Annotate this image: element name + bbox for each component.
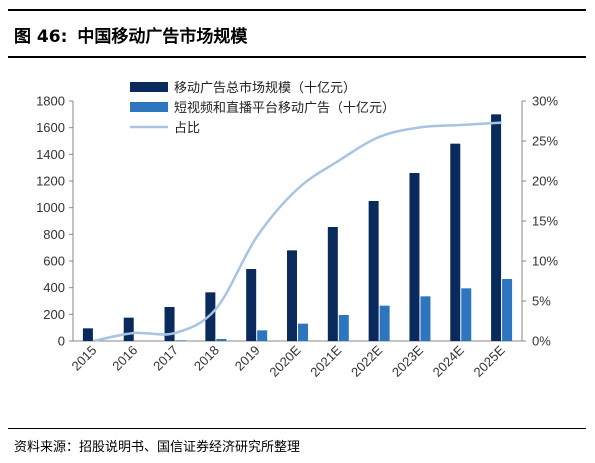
bar-total-market bbox=[246, 269, 257, 341]
left-tick-label: 800 bbox=[43, 227, 65, 242]
bar-total-market bbox=[287, 250, 297, 341]
bar-total-market bbox=[82, 328, 93, 341]
right-tick-label: 5% bbox=[532, 294, 551, 309]
bar-short-video-live bbox=[175, 340, 186, 341]
legend-label: 占比 bbox=[174, 121, 200, 136]
left-tick-label: 1600 bbox=[36, 120, 65, 135]
title-rule bbox=[8, 56, 586, 58]
figure-title: 图 46: 中国移动广告市场规模 bbox=[14, 22, 247, 47]
bar-total-market bbox=[123, 317, 134, 341]
bar-short-video-live bbox=[420, 296, 431, 341]
x-tick-label: 2019 bbox=[232, 343, 263, 374]
x-tick-label: 2015 bbox=[68, 343, 99, 374]
right-tick-label: 0% bbox=[532, 334, 551, 349]
top-rule bbox=[8, 9, 586, 11]
chart-legend: 移动广告总市场规模（十亿元） 短视频和直播平台移动广告（十亿元） 占比 bbox=[130, 80, 395, 136]
bar-short-video-live bbox=[502, 279, 513, 341]
bar-total-market bbox=[409, 173, 420, 341]
chart-axes bbox=[69, 100, 526, 342]
ratio-line bbox=[93, 121, 502, 343]
right-tick-label: 20% bbox=[532, 174, 558, 189]
left-tick-label: 400 bbox=[43, 280, 65, 295]
bar-total-market bbox=[164, 307, 175, 341]
x-tick-label: 2024E bbox=[430, 342, 467, 379]
left-tick-label: 200 bbox=[43, 307, 65, 322]
x-tick-label: 2016 bbox=[109, 343, 140, 374]
left-tick-label: 1000 bbox=[36, 200, 65, 215]
x-tick-label: 2020E bbox=[266, 342, 303, 379]
bar-short-video-live bbox=[379, 305, 390, 341]
left-tick-label: 600 bbox=[43, 254, 65, 269]
left-tick-label: 1800 bbox=[36, 94, 65, 109]
bar-short-video-live bbox=[298, 323, 308, 341]
bar-total-market bbox=[327, 227, 338, 341]
bar-short-video-live bbox=[461, 288, 472, 341]
x-tick-label: 2023E bbox=[389, 342, 426, 379]
chart-line bbox=[93, 121, 502, 343]
legend-swatch bbox=[130, 102, 168, 112]
chart-bars bbox=[82, 114, 513, 341]
x-tick-label: 2025E bbox=[471, 342, 508, 379]
bar-short-video-live bbox=[338, 315, 349, 341]
x-tick-label: 2018 bbox=[191, 343, 222, 374]
figure-number: 图 46: bbox=[14, 27, 68, 47]
bar-total-market bbox=[368, 201, 379, 341]
right-tick-label: 15% bbox=[532, 214, 558, 229]
bar-short-video-live bbox=[257, 330, 268, 341]
legend-label: 移动广告总市场规模（十亿元） bbox=[174, 80, 356, 96]
right-tick-label: 10% bbox=[532, 254, 558, 269]
legend-label: 短视频和直播平台移动广告（十亿元） bbox=[174, 101, 395, 116]
right-tick-label: 30% bbox=[532, 94, 558, 109]
left-tick-label: 1200 bbox=[36, 174, 65, 189]
right-tick-label: 25% bbox=[532, 134, 558, 149]
x-tick-label: 2022E bbox=[348, 342, 385, 379]
bar-total-market bbox=[491, 114, 502, 341]
left-tick-label: 1400 bbox=[36, 147, 65, 162]
bottom-rule bbox=[8, 428, 586, 429]
bar-total-market bbox=[205, 292, 216, 341]
bar-short-video-live bbox=[216, 339, 227, 341]
x-tick-label: 2021E bbox=[307, 342, 344, 379]
bar-total-market bbox=[450, 143, 461, 341]
legend-swatch bbox=[130, 82, 168, 92]
x-tick-label: 2017 bbox=[150, 343, 181, 374]
source-note: 资料来源：招股说明书、国信证券经济研究所整理 bbox=[14, 440, 301, 455]
figure-title-text: 中国移动广告市场规模 bbox=[77, 27, 248, 47]
left-tick-label: 0 bbox=[58, 334, 65, 349]
